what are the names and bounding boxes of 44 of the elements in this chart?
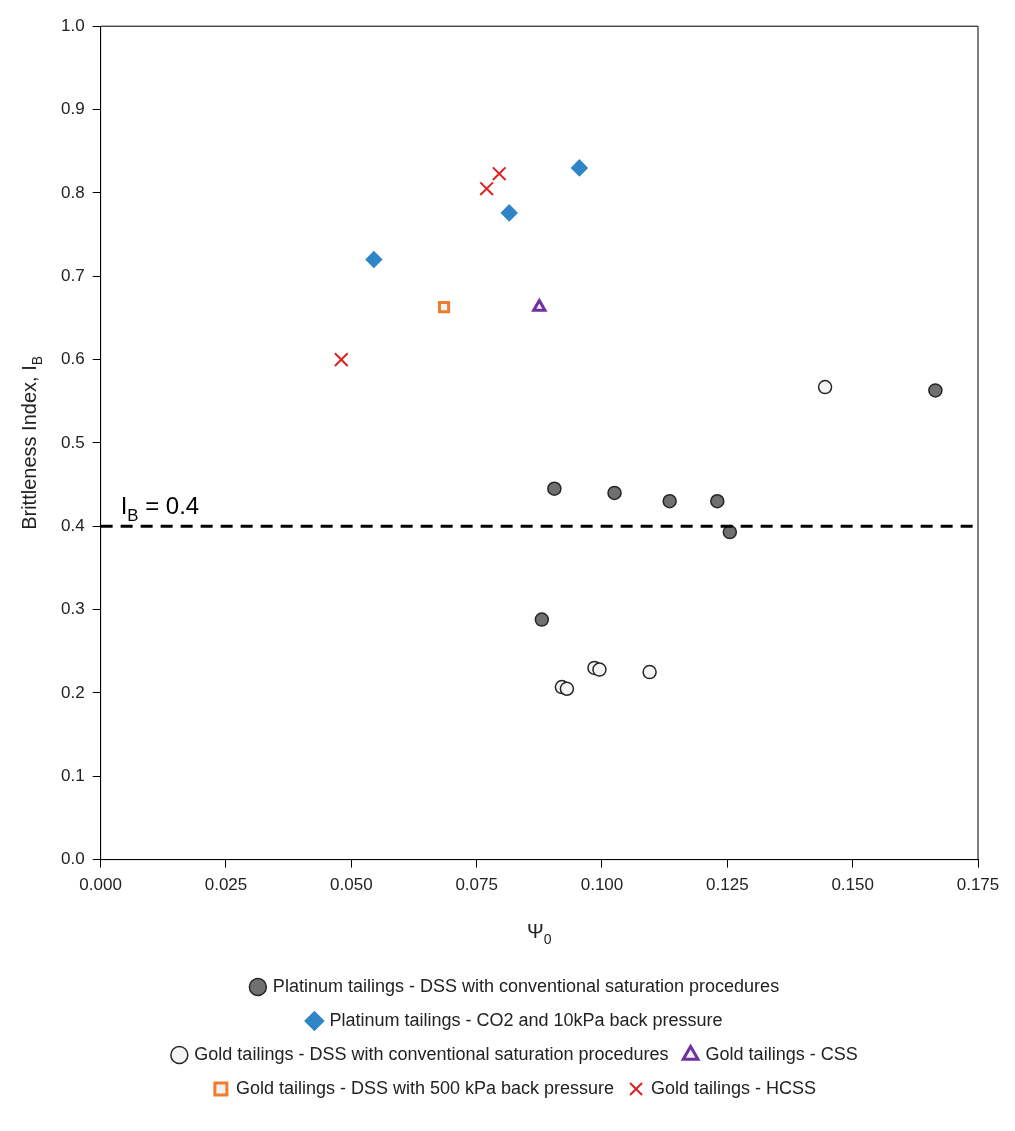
point <box>592 662 607 677</box>
y-tick-label: 0.0 <box>60 849 85 869</box>
point <box>662 493 677 509</box>
point <box>491 166 507 182</box>
y-tick-label: 0.4 <box>60 515 85 535</box>
point <box>607 485 622 501</box>
x-tick-label: 0.050 <box>330 875 373 895</box>
point <box>532 299 547 312</box>
point <box>710 493 725 509</box>
legend-label: Gold tailings - DSS with 500 kPa back pressure <box>235 1077 615 1098</box>
x-tick-label: 0.175 <box>956 875 1000 895</box>
point <box>500 204 518 222</box>
point <box>534 612 550 627</box>
x-tick-label: 0.075 <box>455 875 498 895</box>
point <box>571 159 588 177</box>
y-tick-label: 0.1 <box>60 765 85 785</box>
point <box>437 300 451 314</box>
x-tick-label: 0.000 <box>79 875 122 895</box>
point <box>642 664 657 680</box>
x-tick-label: 0.025 <box>204 875 248 895</box>
y-tick-label: 0.6 <box>60 349 85 369</box>
y-tick-label: 0.7 <box>60 265 85 285</box>
y-tick-label: 0.8 <box>60 182 85 202</box>
y-tick-label: 0.3 <box>60 599 85 619</box>
x-tick-label: 0.150 <box>831 875 874 895</box>
point <box>547 481 562 496</box>
point <box>559 681 575 696</box>
y-tick-label: 0.2 <box>60 682 85 702</box>
legend-label: Gold tailings - HCSS <box>651 1077 817 1098</box>
x-tick-label: 0.125 <box>706 875 749 895</box>
y-axis-title: Brittleness Index, IB <box>18 355 45 530</box>
point <box>365 251 383 268</box>
y-tick-label: 0.9 <box>60 99 85 119</box>
legend-label: Gold tailings - CSS <box>705 1043 858 1064</box>
point <box>928 383 943 398</box>
point <box>479 181 495 197</box>
y-tick-label: 0.5 <box>60 432 85 452</box>
x-tick-label: 0.100 <box>580 875 624 895</box>
point <box>817 379 833 395</box>
point <box>333 352 349 367</box>
legend-label: Platinum tailings - CO2 and 10kPa back pressure <box>329 1009 723 1030</box>
y-tick-label: 1.0 <box>60 15 85 35</box>
legend-label: Platinum tailings - DSS with conventional saturation procedures <box>272 975 780 996</box>
legend-label: Gold tailings - DSS with conventional saturation procedures <box>194 1043 669 1064</box>
